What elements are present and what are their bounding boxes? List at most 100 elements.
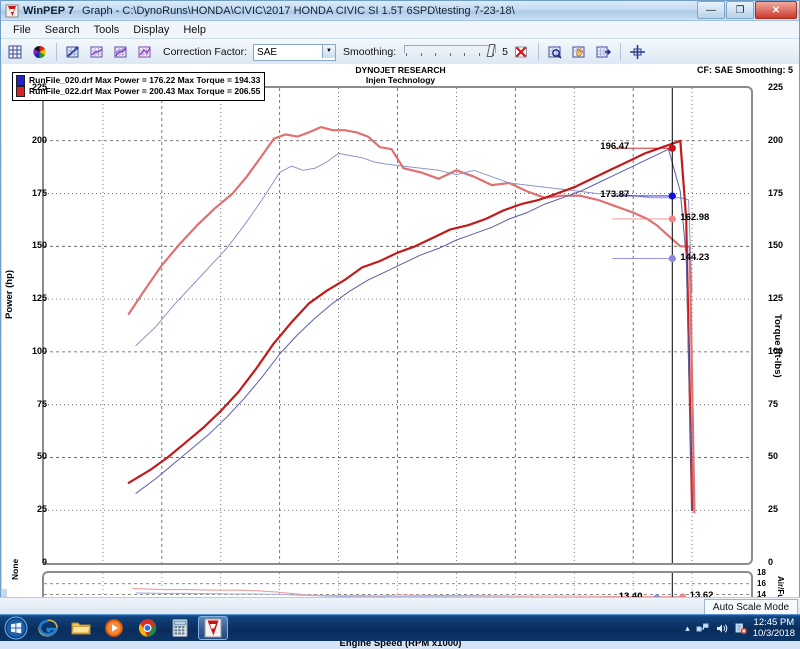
y-tick-left: 100 xyxy=(31,345,47,356)
dyno-brand: DYNOJET RESEARCH xyxy=(355,65,446,75)
graph-compare-icon[interactable] xyxy=(135,42,156,63)
delete-run-icon[interactable] xyxy=(511,42,532,63)
chevron-down-icon[interactable]: ▼ xyxy=(322,44,336,58)
menu-tools[interactable]: Tools xyxy=(93,23,120,36)
legend-swatch-run-020 xyxy=(16,75,25,86)
torque-red-value: 196.47 xyxy=(600,141,630,153)
crosshair-cursor-icon[interactable] xyxy=(627,42,648,63)
graph-multi-icon[interactable] xyxy=(111,42,132,63)
legend-swatch-run-022 xyxy=(16,86,25,97)
correction-factor-label: Correction Factor: xyxy=(163,46,248,58)
smoothing-slider[interactable] xyxy=(404,44,497,60)
y-tick-left: 75 xyxy=(36,398,47,409)
smoothing-label: Smoothing: xyxy=(343,46,397,58)
window-edge-filler xyxy=(1,589,7,599)
torque-blue-value: 173.87 xyxy=(600,188,630,200)
y-tick-right: 50 xyxy=(768,451,779,462)
media-player-icon[interactable] xyxy=(99,616,129,640)
toolbar-separator-3 xyxy=(620,43,621,61)
windows-explorer-icon[interactable] xyxy=(66,616,96,640)
system-tray: ▴ xyxy=(685,615,798,641)
graph-run-icon[interactable] xyxy=(63,42,84,63)
plot-svg xyxy=(44,88,751,563)
winpep-app-icon xyxy=(5,4,19,18)
menu-file[interactable]: File xyxy=(13,23,31,36)
network-icon[interactable] xyxy=(696,622,709,635)
run-legend: RunFile_020.drf Max Power = 176.22 Max T… xyxy=(12,72,266,101)
legend-text-run-020: RunFile_020.drf Max Power = 176.22 Max T… xyxy=(29,75,261,85)
y-tick-left: 50 xyxy=(36,451,47,462)
toolbar-separator-2 xyxy=(538,43,539,61)
y-tick-left: 200 xyxy=(31,134,47,145)
close-button[interactable]: ✕ xyxy=(755,1,797,19)
chart-area: DYNOJET RESEARCH Injen Technology CF: SA… xyxy=(2,64,799,649)
menu-help[interactable]: Help xyxy=(183,23,206,36)
menu-search[interactable]: Search xyxy=(44,23,80,36)
correction-factor-select[interactable]: SAE ▼ xyxy=(253,43,337,61)
window-controls: — ❐ ✕ xyxy=(697,1,797,19)
tool-bar: Correction Factor: SAE ▼ Smoothing: 5 xyxy=(1,39,799,66)
legend-text-run-022: RunFile_022.drf Max Power = 200.43 Max T… xyxy=(29,86,261,96)
start-button-icon[interactable] xyxy=(2,616,30,640)
hand-pan-icon[interactable] xyxy=(569,42,590,63)
plot-inner xyxy=(44,88,751,563)
y-tick-left: 150 xyxy=(31,240,47,251)
winpep-taskbar-icon[interactable] xyxy=(198,616,228,640)
legend-row-1: RunFile_020.drf Max Power = 176.22 Max T… xyxy=(16,75,260,86)
y-tick-left: 0 xyxy=(41,557,47,567)
graph-overlay-icon[interactable] xyxy=(87,42,108,63)
power-red-value: 162.98 xyxy=(680,211,710,223)
afr-tick: 18 xyxy=(757,568,766,577)
y-tick-right: 200 xyxy=(768,134,784,145)
export-graph-icon[interactable] xyxy=(593,42,614,63)
power-blue-value: 144.23 xyxy=(680,251,710,263)
cf-smoothing-readout: CF: SAE Smoothing: 5 xyxy=(697,65,793,75)
minimize-button[interactable]: — xyxy=(697,1,725,19)
scale-mode-status: Auto Scale Mode xyxy=(704,599,798,615)
maximize-button[interactable]: ❐ xyxy=(726,1,754,19)
y-tick-right: 25 xyxy=(768,504,779,515)
taskbar: ▴ xyxy=(0,614,800,641)
smoothing-value: 5 xyxy=(502,46,508,58)
taskbar-clock[interactable]: 12:45 PM 10/3/2018 xyxy=(753,617,798,639)
slider-ticks xyxy=(406,53,495,58)
dyno-facility: Injen Technology xyxy=(365,75,436,85)
correction-factor-value: SAE xyxy=(257,46,278,58)
action-center-icon[interactable] xyxy=(734,622,747,635)
title-bar: WinPEP 7 Graph - C:\DynoRuns\HONDA\CIVIC… xyxy=(1,1,799,21)
slider-track xyxy=(404,45,497,53)
internet-explorer-icon[interactable] xyxy=(33,616,63,640)
y-tick-left: 225 xyxy=(31,82,47,92)
y-tick-left: 125 xyxy=(31,293,47,304)
power-torque-plot[interactable] xyxy=(42,86,753,565)
y-tick-right: 150 xyxy=(768,240,784,251)
y-tick-right: 175 xyxy=(768,187,784,198)
dyno-header: DYNOJET RESEARCH Injen Technology xyxy=(2,65,799,85)
afr-tick: 14 xyxy=(757,589,766,599)
y-tick-right: 0 xyxy=(768,557,774,567)
afr-red-value: 13.62 xyxy=(689,589,714,601)
clock-time: 12:45 PM xyxy=(753,617,795,628)
zoom-graph-icon[interactable] xyxy=(545,42,566,63)
google-chrome-icon[interactable] xyxy=(132,616,162,640)
toolbar-separator xyxy=(56,43,57,61)
legend-row-2: RunFile_022.drf Max Power = 200.43 Max T… xyxy=(16,86,260,97)
y-tick-right: 225 xyxy=(768,82,784,92)
show-hidden-icons-arrow[interactable]: ▴ xyxy=(685,622,690,633)
afr-tick: 16 xyxy=(757,578,766,588)
y-tick-right: 100 xyxy=(768,345,784,356)
volume-icon[interactable] xyxy=(715,622,728,635)
color-wheel-icon[interactable] xyxy=(29,42,50,63)
afr-left-label: None xyxy=(10,558,20,580)
afr-blue-value: 13.40 xyxy=(619,591,643,602)
clock-date: 10/3/2018 xyxy=(752,628,795,639)
calculator-icon[interactable] xyxy=(165,616,195,640)
y-tick-right: 125 xyxy=(768,293,784,304)
y-tick-left: 25 xyxy=(36,504,47,515)
y-tick-left: 175 xyxy=(31,187,47,198)
app-name: WinPEP 7 xyxy=(23,4,75,17)
table-grid-icon[interactable] xyxy=(5,42,26,63)
menu-display[interactable]: Display xyxy=(133,23,170,36)
